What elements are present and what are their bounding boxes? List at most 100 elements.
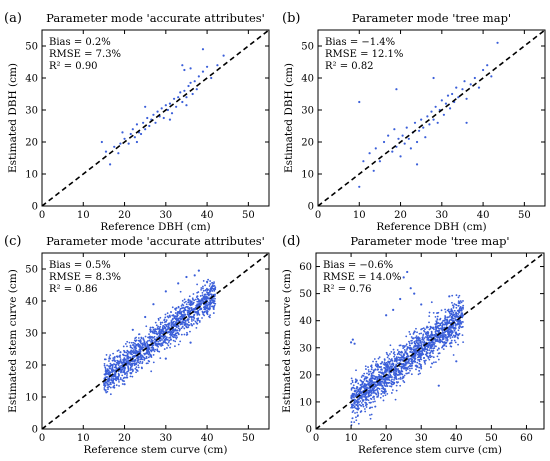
data-point bbox=[134, 346, 137, 349]
data-point bbox=[434, 330, 437, 333]
data-point bbox=[436, 330, 439, 332]
data-point bbox=[361, 374, 364, 377]
data-point bbox=[435, 361, 437, 364]
data-point bbox=[428, 328, 431, 331]
data-point bbox=[385, 351, 388, 354]
data-point bbox=[424, 328, 426, 331]
data-point bbox=[450, 341, 452, 344]
data-point bbox=[156, 328, 158, 331]
y-tick-label: 0 bbox=[32, 202, 38, 213]
data-point bbox=[385, 370, 388, 373]
data-point bbox=[409, 147, 412, 150]
data-point bbox=[353, 406, 355, 409]
data-point bbox=[211, 282, 213, 284]
y-axis-label: Estimated DBH (cm) bbox=[7, 63, 19, 173]
data-point bbox=[120, 370, 123, 373]
data-point bbox=[205, 306, 208, 309]
stat-annotation: Bias = −0.6% bbox=[323, 260, 393, 271]
data-point bbox=[127, 366, 130, 369]
data-point bbox=[477, 86, 481, 89]
data-point bbox=[437, 352, 440, 355]
data-point bbox=[455, 306, 458, 309]
data-point bbox=[170, 112, 174, 115]
data-point bbox=[448, 331, 451, 334]
data-point bbox=[415, 339, 417, 342]
data-point bbox=[216, 64, 219, 67]
data-point bbox=[380, 378, 383, 381]
data-point bbox=[457, 343, 459, 346]
data-point bbox=[166, 108, 169, 112]
data-point bbox=[355, 392, 358, 395]
data-point bbox=[170, 321, 173, 324]
data-point bbox=[106, 379, 110, 383]
data-point bbox=[192, 301, 195, 304]
data-point bbox=[446, 336, 448, 338]
data-point bbox=[442, 331, 444, 334]
data-point bbox=[436, 336, 439, 339]
data-point bbox=[154, 348, 157, 351]
data-point bbox=[196, 283, 199, 286]
data-point bbox=[166, 312, 169, 315]
data-point bbox=[190, 300, 193, 303]
data-point bbox=[121, 383, 124, 385]
data-point bbox=[213, 302, 216, 304]
data-point bbox=[408, 358, 411, 360]
data-point bbox=[395, 360, 398, 363]
data-point bbox=[370, 392, 373, 395]
data-point bbox=[371, 406, 373, 409]
data-point bbox=[440, 334, 443, 337]
data-point bbox=[185, 300, 187, 303]
data-point bbox=[373, 381, 376, 384]
data-point bbox=[188, 307, 191, 309]
data-point bbox=[375, 384, 378, 387]
data-point bbox=[209, 301, 212, 304]
data-point bbox=[401, 345, 404, 347]
data-point bbox=[104, 370, 107, 373]
data-point bbox=[417, 345, 419, 348]
data-point bbox=[367, 395, 370, 398]
data-point bbox=[405, 356, 408, 358]
data-point bbox=[118, 380, 120, 383]
data-point bbox=[186, 331, 188, 334]
data-point bbox=[448, 315, 451, 318]
data-point bbox=[196, 319, 199, 322]
data-point bbox=[353, 402, 355, 404]
x-tick-label: 20 bbox=[380, 433, 393, 444]
data-point bbox=[392, 348, 395, 351]
data-point bbox=[143, 359, 146, 361]
data-point bbox=[440, 309, 443, 312]
data-point bbox=[427, 336, 429, 339]
data-point bbox=[378, 366, 381, 368]
data-point bbox=[177, 325, 180, 328]
data-point bbox=[414, 355, 417, 357]
data-point bbox=[441, 326, 444, 329]
data-point bbox=[194, 306, 197, 309]
data-point bbox=[175, 325, 178, 328]
data-point bbox=[137, 361, 140, 364]
data-point bbox=[100, 140, 103, 144]
data-point bbox=[431, 343, 434, 346]
data-point bbox=[432, 349, 435, 352]
data-point bbox=[177, 318, 180, 321]
data-point bbox=[450, 329, 453, 332]
data-point bbox=[173, 334, 176, 337]
data-points bbox=[103, 269, 217, 396]
data-point bbox=[461, 313, 463, 315]
data-point bbox=[417, 373, 420, 376]
data-point bbox=[182, 314, 185, 316]
data-point bbox=[222, 54, 225, 57]
data-point bbox=[397, 368, 400, 370]
data-point bbox=[439, 318, 441, 321]
data-point bbox=[445, 339, 447, 341]
data-point bbox=[183, 301, 186, 304]
data-point bbox=[106, 364, 108, 367]
data-point bbox=[160, 345, 163, 347]
data-point bbox=[442, 333, 445, 336]
data-point bbox=[364, 395, 367, 397]
data-point bbox=[120, 368, 122, 371]
data-point bbox=[193, 299, 196, 302]
data-point bbox=[460, 326, 463, 329]
data-point bbox=[446, 329, 449, 332]
data-point bbox=[154, 328, 157, 330]
data-point bbox=[208, 301, 210, 304]
